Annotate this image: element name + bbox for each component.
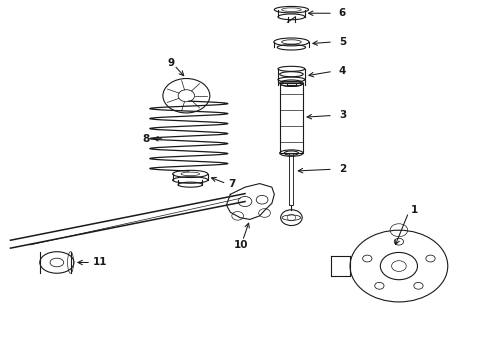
- Text: 7: 7: [228, 179, 235, 189]
- Bar: [280, 83, 303, 153]
- Text: 8: 8: [143, 134, 149, 144]
- Text: 3: 3: [339, 111, 346, 121]
- Text: 9: 9: [168, 58, 175, 68]
- Text: 1: 1: [411, 206, 418, 216]
- Text: 2: 2: [339, 164, 346, 174]
- Text: 4: 4: [339, 66, 346, 76]
- Bar: [290, 153, 294, 205]
- Text: 11: 11: [93, 257, 107, 267]
- Text: 10: 10: [234, 239, 249, 249]
- Text: 6: 6: [339, 8, 346, 18]
- Text: 5: 5: [339, 37, 346, 47]
